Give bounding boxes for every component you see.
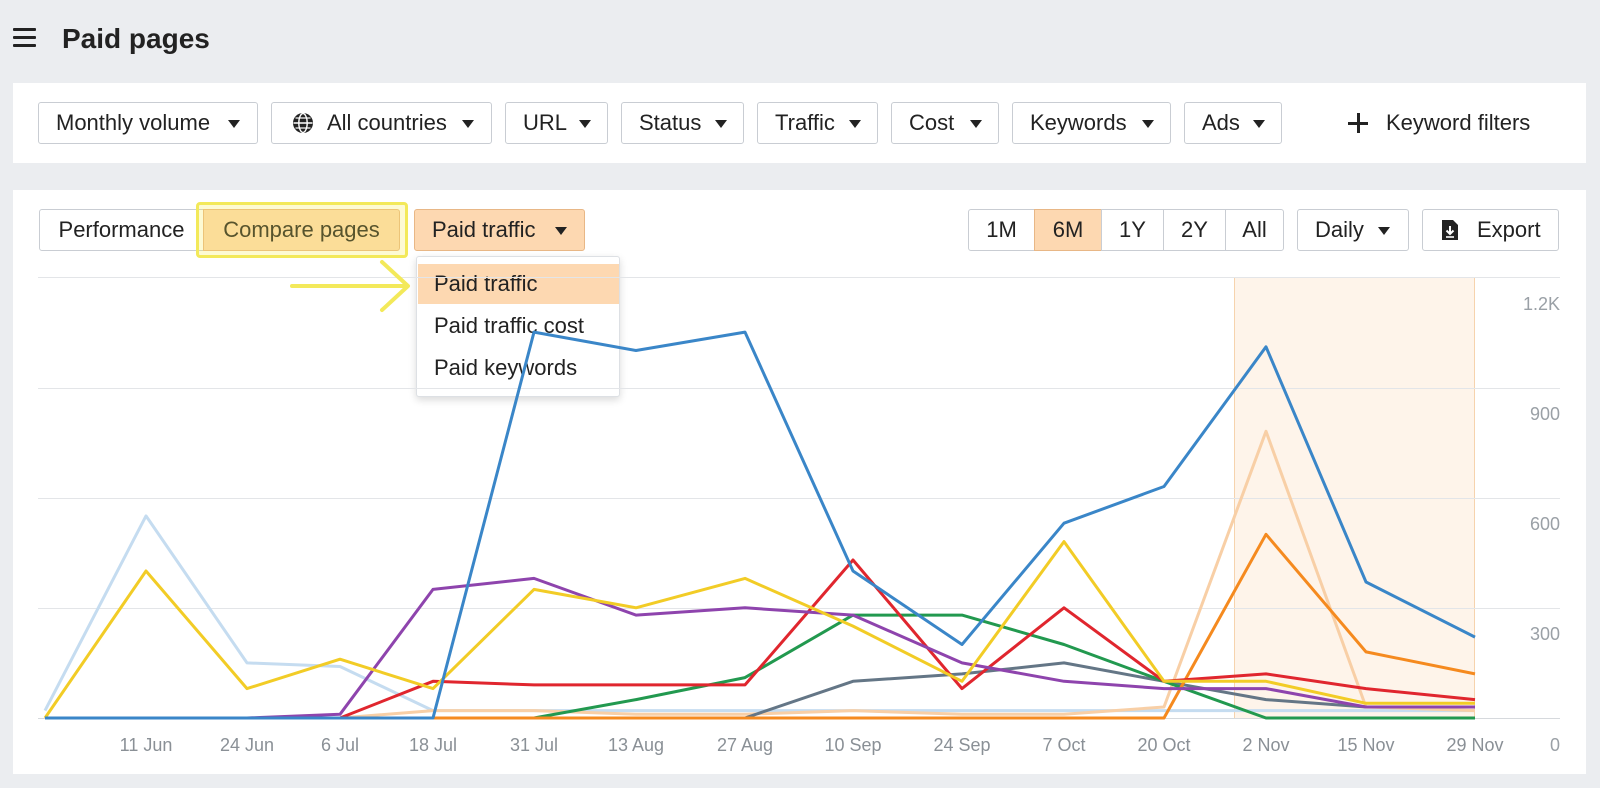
traffic-label: Traffic [775,110,835,135]
y-tick-label: 300 [1529,624,1560,644]
x-tick-label: 6 Jul [320,735,360,755]
export-icon [1442,220,1458,240]
monthly-volume-dropdown[interactable]: Monthly volume [38,102,258,144]
interval-dropdown[interactable]: Daily [1297,209,1409,251]
cost-label: Cost [909,110,955,135]
interval-label: Daily [1315,217,1364,242]
x-tick-label: 13 Aug [607,735,665,755]
ads-label: Ads [1202,110,1240,135]
caret-down-icon [970,120,982,128]
keyword-filters-label: Keyword filters [1386,110,1531,135]
filters-bar: Monthly volume All countries URL Status … [13,83,1586,163]
caret-down-icon [228,120,240,128]
traffic-dropdown[interactable]: Traffic [757,102,878,144]
x-tick-label: 18 Jul [408,735,458,755]
grid-line [38,498,1560,499]
x-tick-label: 7 Oct [1042,735,1086,755]
series-line-6 [45,532,1476,720]
monthly-volume-label: Monthly volume [56,110,211,135]
x-tick-label: 2 Nov [1242,735,1290,755]
hamburger-menu-icon[interactable] [13,28,36,48]
caret-down-icon [579,120,591,128]
menu-item-paid-traffic[interactable]: Paid traffic [418,264,619,304]
x-tick-label: 31 Jul [509,735,559,755]
cost-dropdown[interactable]: Cost [891,102,999,144]
status-label: Status [639,110,702,135]
series-line-2 [43,540,1475,719]
keywords-dropdown[interactable]: Keywords [1012,102,1171,144]
x-tick-label: 20 Oct [1137,735,1191,755]
x-tick-label: 24 Jun [219,735,275,755]
caret-down-icon [555,227,567,235]
grid-line [38,277,1560,278]
x-tick-label: 10 Sep [824,735,882,755]
y-tick-label: 1.2K [1522,294,1560,314]
keywords-label: Keywords [1030,110,1127,135]
y-tick-label: 0 [1549,735,1560,755]
top-bar: Paid pages [0,0,1600,82]
x-tick-label: 27 Aug [716,735,774,755]
tab-performance[interactable]: Performance [39,209,204,251]
grid-line [38,388,1560,389]
series-line-9 [43,514,1475,713]
menu-item-paid-keywords[interactable]: Paid keywords [434,355,578,380]
url-label: URL [523,110,568,135]
x-tick-label: 29 Nov [1446,735,1504,755]
menu-item-paid-traffic-cost[interactable]: Paid traffic cost [434,313,584,338]
range-1m[interactable]: 1M [968,209,1035,251]
y-tick-label: 900 [1529,404,1560,424]
range-2y[interactable]: 2Y [1163,209,1226,251]
range-all[interactable]: All [1225,209,1284,251]
plus-icon [1357,113,1360,133]
y-tick-label: 600 [1529,514,1560,534]
caret-down-icon [462,120,474,128]
caret-down-icon [849,120,861,128]
metric-label: Paid traffic [432,217,536,242]
globe-icon [293,112,313,134]
annotation-arrow [290,260,410,312]
range-6m[interactable]: 6M [1034,209,1102,251]
x-tick-label: 15 Nov [1337,735,1395,755]
series-line-3 [45,576,1475,720]
keyword-filters-button[interactable]: Keyword filters [1346,102,1530,144]
status-dropdown[interactable]: Status [621,102,744,144]
caret-down-icon [1142,120,1154,128]
series-line-1 [45,330,1476,720]
export-button[interactable]: Export [1422,209,1559,251]
grid-line [38,608,1560,609]
countries-label: All countries [327,110,447,135]
ads-dropdown[interactable]: Ads [1184,102,1282,144]
export-label: Export [1477,217,1541,242]
x-tick-label: 11 Jun [119,735,173,755]
metric-dropdown[interactable]: Paid traffic [414,209,585,251]
metric-menu: Paid traffic Paid traffic cost Paid keyw… [416,256,620,397]
caret-down-icon [1378,227,1390,235]
countries-dropdown[interactable]: All countries [271,102,492,144]
caret-down-icon [715,120,727,128]
url-dropdown[interactable]: URL [505,102,608,144]
x-tick-label: 24 Sep [933,735,991,755]
tab-compare-pages[interactable]: Compare pages [203,209,400,251]
caret-down-icon [1253,120,1265,128]
page-title: Paid pages [62,23,210,54]
